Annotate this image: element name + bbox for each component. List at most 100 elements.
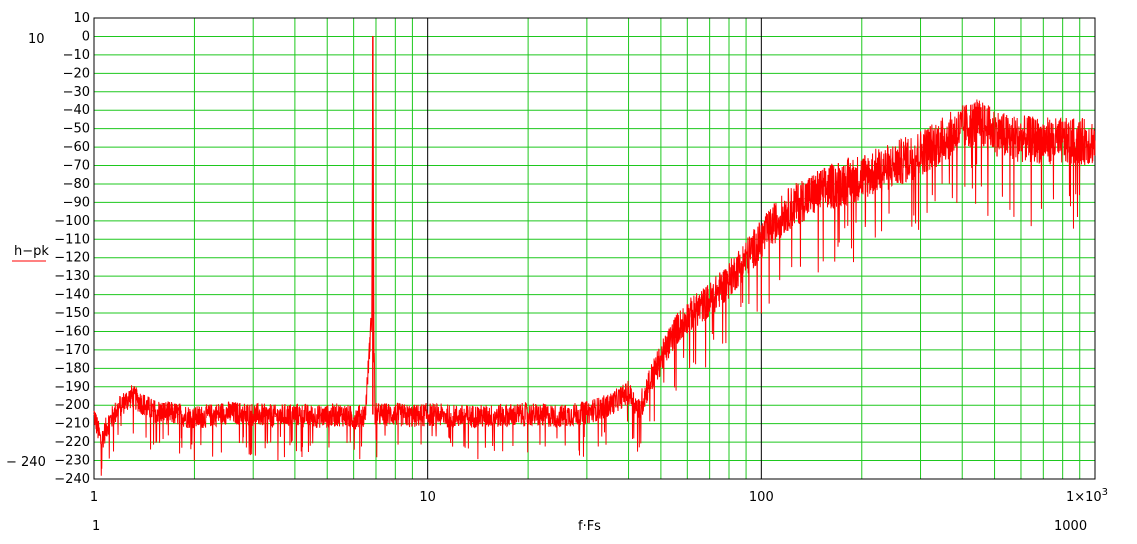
- x-limit-left-label: 1: [92, 519, 100, 534]
- y-limit-bottom-label: − 240: [6, 455, 46, 470]
- y-tick-label: −20: [63, 66, 90, 81]
- data-point: [893, 164, 895, 167]
- y-tick-label: −110: [54, 232, 90, 247]
- x-axis-label: f·Fs: [578, 519, 601, 534]
- data-point: [152, 410, 154, 412]
- grid: [94, 17, 1095, 480]
- data-point: [226, 412, 228, 414]
- data-point: [686, 316, 688, 318]
- data-point: [745, 257, 747, 259]
- data-point: [374, 413, 376, 416]
- data-point: [1062, 140, 1064, 143]
- data-point: [1007, 137, 1009, 139]
- data-point: [861, 175, 863, 178]
- data-point: [453, 415, 455, 417]
- data-point: [942, 139, 944, 141]
- y-tick-label: −190: [54, 380, 90, 395]
- y-tick-labels: 10 0 −10 −20 −30 −40 −50 −60 −70 −80 −90 −100 −110 −1…: [54, 11, 90, 487]
- data-point: [774, 222, 776, 224]
- y-tick-label: −50: [63, 122, 90, 137]
- data-point: [988, 128, 990, 130]
- data-point: [559, 415, 562, 417]
- y-tick-label: −70: [63, 159, 90, 174]
- series-line: [93, 50, 1096, 476]
- data-point: [638, 410, 640, 412]
- data-point: [394, 413, 396, 416]
- data-point: [411, 415, 413, 417]
- x-tick-label: 100: [749, 490, 774, 505]
- data-point: [819, 190, 821, 192]
- data-point: [372, 35, 374, 38]
- data-point: [274, 415, 277, 417]
- data-point: [100, 441, 102, 443]
- data-point: [107, 423, 109, 425]
- data-point: [837, 183, 839, 185]
- x-tick-label: 1: [90, 490, 98, 505]
- data-point: [627, 391, 630, 393]
- y-tick-label: −30: [63, 85, 90, 100]
- y-tick-label: 0: [82, 29, 90, 44]
- data-point: [193, 417, 196, 419]
- x-tick-labels: 1 10 100 1×103: [90, 487, 1108, 505]
- data-point: [93, 413, 95, 416]
- data-point: [375, 413, 377, 416]
- data-point: [373, 312, 375, 314]
- data-point: [364, 413, 366, 416]
- data-point: [961, 128, 963, 130]
- data-point: [1031, 139, 1034, 141]
- x-limit-right-label: 1000: [1054, 519, 1087, 534]
- data-point: [385, 413, 387, 416]
- data-point: [975, 120, 977, 122]
- y-tick-label: −230: [54, 454, 90, 469]
- data-point: [660, 358, 662, 360]
- data-point: [674, 330, 676, 333]
- y-tick-label: −120: [54, 251, 90, 266]
- data-point: [608, 404, 610, 406]
- data-point: [485, 415, 488, 417]
- y-tick-label: −90: [63, 195, 90, 210]
- data-point: [919, 152, 922, 154]
- data-point: [427, 413, 429, 416]
- data-point: [178, 413, 180, 416]
- data-point: [371, 312, 373, 314]
- data-point: [119, 404, 122, 406]
- data-point: [787, 209, 789, 211]
- y-tick-label: −220: [54, 435, 90, 450]
- data-point: [1094, 140, 1096, 143]
- data-point: [340, 413, 342, 416]
- data-point: [252, 413, 254, 416]
- y-tick-label: −170: [54, 343, 90, 358]
- data-point: [294, 413, 296, 416]
- y-tick-label: −210: [54, 417, 90, 432]
- data-point: [353, 417, 355, 419]
- y-tick-label: −60: [63, 140, 90, 155]
- y-tick-label: −40: [63, 103, 90, 118]
- data-point: [311, 415, 313, 417]
- x-tick-label: 1×103: [1066, 487, 1108, 505]
- data-point: [728, 279, 730, 281]
- series-layer: [93, 35, 1096, 476]
- y-tick-label: 10: [73, 11, 90, 26]
- y-tick-label: −160: [54, 324, 90, 339]
- y-tick-label: −100: [54, 214, 90, 229]
- data-point: [527, 413, 529, 416]
- y-tick-label: −10: [63, 48, 90, 63]
- data-point: [804, 198, 806, 200]
- data-point: [326, 415, 328, 417]
- y-tick-label: −130: [54, 269, 90, 284]
- y-limit-top-label: 10: [28, 32, 45, 47]
- y-tick-label: −150: [54, 306, 90, 321]
- plot-frame: [93, 17, 1096, 480]
- y-tick-label: −240: [54, 472, 90, 487]
- y-tick-label: −140: [54, 288, 90, 303]
- data-point: [648, 382, 650, 384]
- data-point: [760, 238, 762, 240]
- y-tick-label: −200: [54, 398, 90, 413]
- data-point: [709, 299, 711, 301]
- y-axis-label: h−pk: [14, 244, 49, 259]
- data-point: [586, 412, 588, 414]
- y-tick-label: −80: [63, 177, 90, 192]
- y-tick-label: −180: [54, 361, 90, 376]
- x-tick-label: 10: [419, 490, 436, 505]
